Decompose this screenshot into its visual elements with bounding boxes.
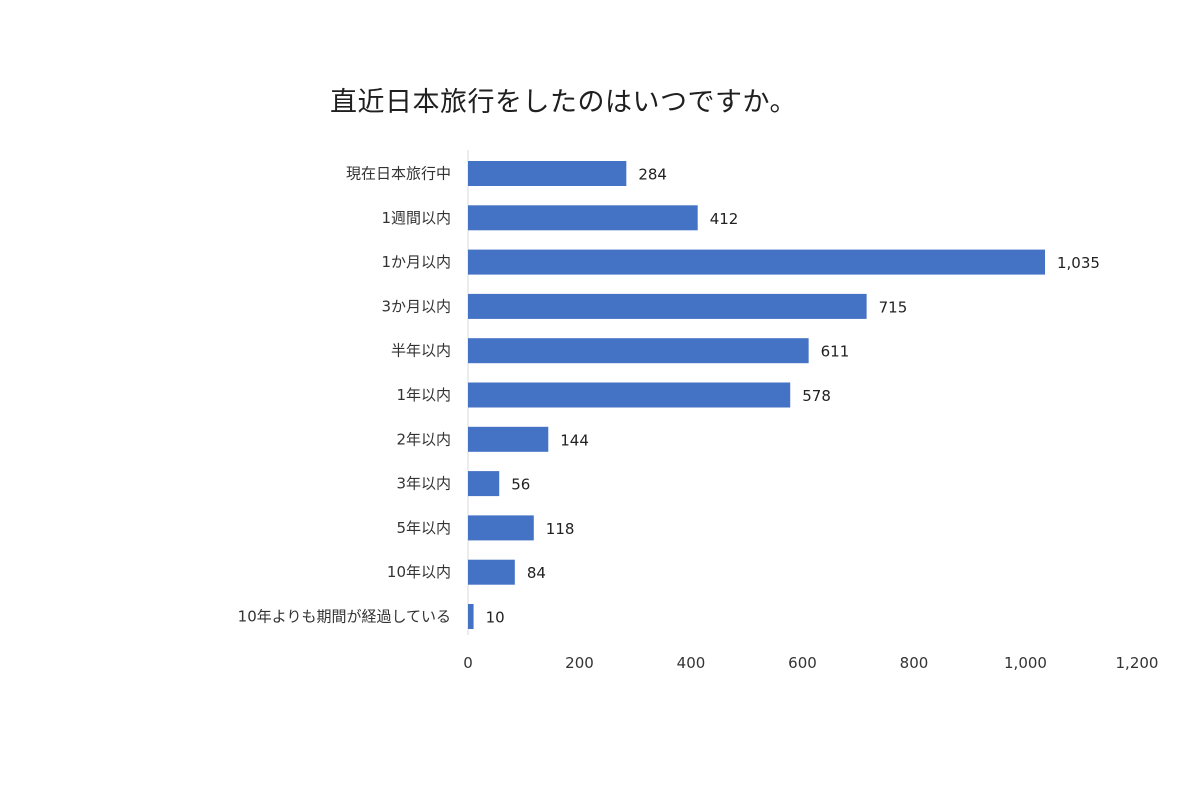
value-label: 611 [821,343,850,361]
bar [468,426,549,452]
category-label: 2年以内 [396,430,451,448]
category-label: 3年以内 [396,475,451,493]
category-label: 1週間以内 [381,209,451,227]
bar [468,515,534,541]
value-label: 412 [710,210,739,228]
value-label: 1,035 [1057,254,1100,272]
x-tick-label: 600 [788,654,817,672]
x-tick-label: 0 [463,654,473,672]
category-label: 5年以内 [396,519,451,537]
bar [468,293,867,319]
category-label: 1か月以内 [381,253,451,271]
category-label: 10年よりも期間が経過している [238,608,451,626]
category-label: 半年以内 [391,342,451,360]
value-label: 284 [638,166,667,184]
bar [468,249,1046,275]
category-label: 現在日本旅行中 [346,165,451,183]
bar [468,471,500,497]
category-label: 1年以内 [396,386,451,404]
bar [468,604,474,629]
x-tick-label: 400 [677,654,706,672]
x-tick-label: 1,200 [1116,654,1159,672]
bar [468,338,809,364]
value-label: 118 [546,520,575,538]
chart-title: 直近日本旅行をしたのはいつですか。 [330,87,797,118]
x-tick-label: 800 [900,654,929,672]
value-label: 715 [879,298,908,316]
value-label: 56 [511,476,530,494]
bar [468,161,627,186]
value-label: 84 [527,564,546,582]
bar [468,559,515,585]
x-tick-label: 200 [565,654,594,672]
value-label: 578 [802,387,831,405]
bar [468,205,698,231]
bar [468,382,791,408]
x-tick-label: 1,000 [1004,654,1047,672]
value-label: 10 [486,609,505,627]
category-label: 10年以内 [387,563,451,581]
value-label: 144 [560,431,589,449]
category-label: 3か月以内 [381,297,451,315]
